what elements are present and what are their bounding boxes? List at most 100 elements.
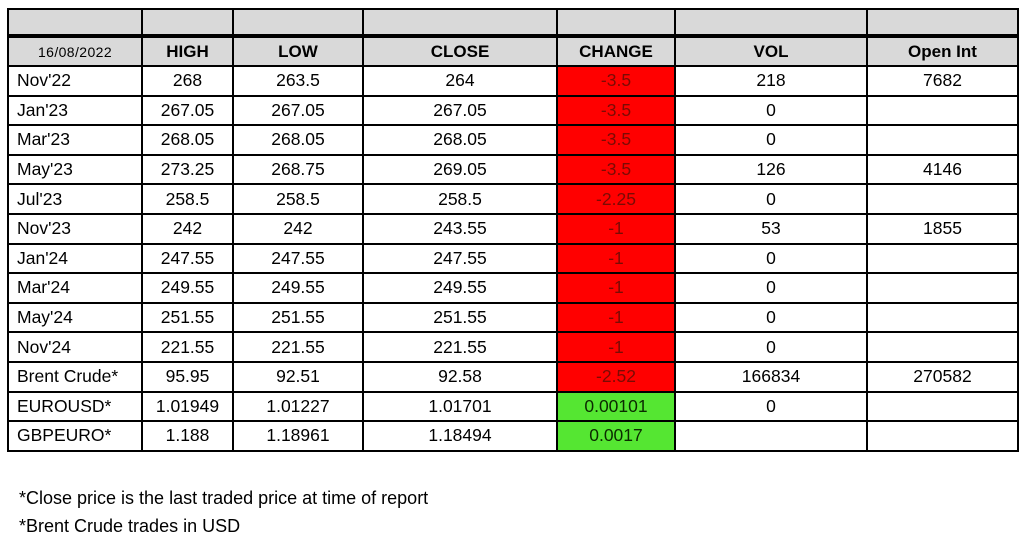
openint-cell [866,420,1019,452]
close-cell: 269.05 [362,153,558,186]
contract-label-cell: GBPEURO* [7,420,143,452]
vol-cell: 126 [674,153,868,186]
table-row: Nov'23 242 242 243.55 -1 53 1855 [7,212,1019,245]
vol-cell: 0 [674,390,868,423]
vol-cell: 0 [674,183,868,215]
low-cell: 267.05 [232,94,364,127]
openint-cell [866,390,1019,423]
close-cell: 258.5 [362,183,558,215]
change-cell: -3.5 [556,94,676,127]
table-row: Nov'24 221.55 221.55 221.55 -1 0 [7,331,1019,363]
change-cell: -1 [556,272,676,304]
footnote-close-price: *Close price is the last traded price at… [19,488,429,508]
spacer-cell [232,8,364,38]
close-cell: 221.55 [362,331,558,363]
column-header-change: CHANGE [556,35,676,67]
low-cell: 92.51 [232,360,364,393]
vol-cell: 0 [674,124,868,156]
vol-cell: 0 [674,331,868,363]
high-cell: 267.05 [141,94,234,127]
spacer-cell [362,8,558,38]
table-row: Jan'23 267.05 267.05 267.05 -3.5 0 [7,94,1019,127]
openint-cell [866,272,1019,304]
column-header-vol: VOL [674,35,868,67]
openint-cell [866,331,1019,363]
low-cell: 249.55 [232,272,364,304]
contract-label-cell: Brent Crude* [7,360,143,393]
vol-cell: 166834 [674,360,868,393]
high-cell: 249.55 [141,272,234,304]
high-cell: 95.95 [141,360,234,393]
low-cell: 268.05 [232,124,364,156]
contract-label-cell: Jan'24 [7,242,143,275]
low-cell: 1.18961 [232,420,364,452]
change-cell: 0.0017 [556,420,676,452]
close-cell: 264 [362,65,558,97]
high-cell: 221.55 [141,331,234,363]
openint-cell [866,242,1019,275]
high-cell: 251.55 [141,301,234,334]
low-cell: 251.55 [232,301,364,334]
close-cell: 1.18494 [362,420,558,452]
vol-cell: 0 [674,242,868,275]
contract-label-cell: Nov'24 [7,331,143,363]
openint-cell [866,183,1019,215]
close-cell: 267.05 [362,94,558,127]
contract-label-cell: Nov'23 [7,212,143,245]
high-cell: 268 [141,65,234,97]
high-cell: 242 [141,212,234,245]
table-row: May'24 251.55 251.55 251.55 -1 0 [7,301,1019,334]
column-header-high: HIGH [141,35,234,67]
change-cell: -1 [556,242,676,275]
low-cell: 247.55 [232,242,364,275]
column-header-openint: Open Int [866,35,1019,67]
contract-label-cell: May'24 [7,301,143,334]
low-cell: 263.5 [232,65,364,97]
close-cell: 247.55 [362,242,558,275]
spacer-cell [866,8,1019,38]
contract-label-cell: Mar'23 [7,124,143,156]
contract-label-cell: Nov'22 [7,65,143,97]
contract-label-cell: EUROUSD* [7,390,143,423]
change-cell: -1 [556,212,676,245]
vol-cell: 0 [674,301,868,334]
low-cell: 268.75 [232,153,364,186]
close-cell: 243.55 [362,212,558,245]
contract-label-cell: Mar'24 [7,272,143,304]
contract-label-cell: Jul'23 [7,183,143,215]
low-cell: 1.01227 [232,390,364,423]
futures-price-table: 16/08/2022 HIGH LOW CLOSE CHANGE VOL Ope… [7,8,1019,452]
high-cell: 258.5 [141,183,234,215]
spacer-cell [674,8,868,38]
table-row: Mar'23 268.05 268.05 268.05 -3.5 0 [7,124,1019,156]
high-cell: 268.05 [141,124,234,156]
high-cell: 1.01949 [141,390,234,423]
table-row: May'23 273.25 268.75 269.05 -3.5 126 414… [7,153,1019,186]
high-cell: 273.25 [141,153,234,186]
openint-cell [866,94,1019,127]
openint-cell: 4146 [866,153,1019,186]
table-row: Nov'22 268 263.5 264 -3.5 218 7682 [7,65,1019,97]
change-cell: -1 [556,331,676,363]
close-cell: 1.01701 [362,390,558,423]
close-cell: 251.55 [362,301,558,334]
change-cell: -2.52 [556,360,676,393]
vol-cell [674,420,868,452]
column-header-low: LOW [232,35,364,67]
low-cell: 258.5 [232,183,364,215]
low-cell: 242 [232,212,364,245]
high-cell: 247.55 [141,242,234,275]
openint-cell [866,301,1019,334]
change-cell: -3.5 [556,153,676,186]
vol-cell: 0 [674,272,868,304]
change-cell: 0.00101 [556,390,676,423]
vol-cell: 53 [674,212,868,245]
column-header-close: CLOSE [362,35,558,67]
footnote-brent-usd: *Brent Crude trades in USD [19,516,241,536]
table-row: Jan'24 247.55 247.55 247.55 -1 0 [7,242,1019,275]
vol-cell: 218 [674,65,868,97]
openint-cell: 270582 [866,360,1019,393]
header-row: 16/08/2022 HIGH LOW CLOSE CHANGE VOL Ope… [7,35,1019,67]
table-row: GBPEURO* 1.188 1.18961 1.18494 0.0017 [7,420,1019,452]
